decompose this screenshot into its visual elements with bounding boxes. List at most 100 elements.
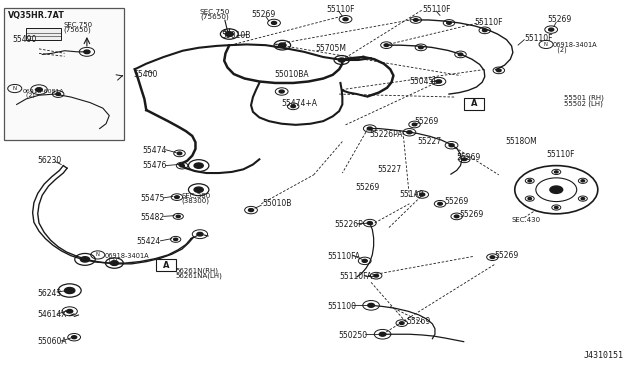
- Circle shape: [36, 88, 42, 92]
- Circle shape: [368, 304, 374, 307]
- Circle shape: [447, 22, 451, 24]
- Text: (2): (2): [22, 93, 35, 99]
- Circle shape: [72, 336, 77, 339]
- Circle shape: [56, 93, 60, 96]
- Text: N: N: [543, 42, 547, 47]
- Circle shape: [339, 58, 345, 62]
- FancyBboxPatch shape: [26, 28, 61, 39]
- Text: 55424: 55424: [137, 237, 161, 246]
- Circle shape: [462, 158, 467, 161]
- FancyBboxPatch shape: [464, 98, 484, 110]
- Text: 55269: 55269: [494, 251, 518, 260]
- Text: 06918-6081A: 06918-6081A: [22, 89, 64, 94]
- Text: (38300): (38300): [181, 198, 209, 205]
- Text: SEC.750: SEC.750: [63, 22, 92, 28]
- Text: 55226P: 55226P: [335, 220, 364, 229]
- Circle shape: [67, 310, 73, 313]
- Circle shape: [84, 50, 90, 54]
- Circle shape: [367, 127, 372, 130]
- Circle shape: [225, 32, 234, 36]
- Text: 56230: 56230: [37, 156, 61, 165]
- Text: 551A0: 551A0: [400, 190, 424, 199]
- Text: 55269: 55269: [457, 153, 481, 161]
- Circle shape: [581, 198, 584, 200]
- Text: 55110FA: 55110FA: [339, 272, 372, 280]
- Text: VQ35HR.7AT: VQ35HR.7AT: [8, 11, 65, 20]
- Text: 55475: 55475: [140, 194, 164, 203]
- Circle shape: [194, 163, 204, 168]
- Circle shape: [177, 152, 182, 155]
- Text: 55482: 55482: [140, 213, 164, 222]
- Text: (75650): (75650): [200, 13, 228, 20]
- Text: 56243: 56243: [37, 289, 61, 298]
- Text: 54614X: 54614X: [37, 311, 67, 320]
- Text: 55110F: 55110F: [422, 6, 451, 15]
- Circle shape: [380, 332, 386, 336]
- Text: 55474+A: 55474+A: [282, 99, 317, 108]
- Text: 55010BA: 55010BA: [274, 70, 308, 79]
- Circle shape: [419, 46, 423, 49]
- Circle shape: [581, 180, 584, 182]
- Text: (75650): (75650): [63, 26, 91, 33]
- Text: (2): (2): [104, 258, 118, 264]
- Text: 55269: 55269: [460, 211, 483, 219]
- Circle shape: [65, 288, 75, 294]
- Text: 55476: 55476: [143, 161, 167, 170]
- Circle shape: [554, 171, 558, 173]
- Text: 55269: 55269: [547, 16, 572, 25]
- Circle shape: [271, 22, 276, 25]
- Circle shape: [436, 80, 442, 83]
- Circle shape: [248, 209, 253, 212]
- Text: 06918-3401A: 06918-3401A: [104, 253, 148, 259]
- Text: 55501 (RH): 55501 (RH): [564, 95, 604, 102]
- Text: J4310151: J4310151: [583, 351, 623, 360]
- Circle shape: [374, 275, 378, 277]
- Circle shape: [407, 131, 412, 134]
- Circle shape: [399, 322, 404, 324]
- Text: 551100: 551100: [328, 302, 356, 311]
- Text: 55110FA: 55110FA: [328, 252, 361, 261]
- Text: 55474: 55474: [143, 145, 167, 154]
- Circle shape: [173, 238, 178, 241]
- Text: 55110F: 55110F: [326, 6, 355, 15]
- Text: 55269: 55269: [251, 10, 275, 19]
- Circle shape: [367, 222, 372, 225]
- Text: 55269: 55269: [444, 198, 468, 206]
- Text: 55269: 55269: [415, 117, 439, 126]
- Circle shape: [458, 53, 463, 56]
- Circle shape: [110, 261, 118, 265]
- Text: 55502 (LH): 55502 (LH): [564, 100, 603, 107]
- Circle shape: [550, 186, 563, 193]
- Text: 550250: 550250: [338, 331, 367, 340]
- Text: 55110F: 55110F: [547, 150, 575, 159]
- Circle shape: [176, 215, 180, 218]
- Text: 5518OM: 5518OM: [505, 137, 537, 147]
- Circle shape: [528, 180, 532, 182]
- Text: 55110F: 55110F: [474, 18, 503, 27]
- Text: 06918-3401A: 06918-3401A: [553, 42, 598, 48]
- Text: SEC.380: SEC.380: [181, 193, 211, 199]
- Circle shape: [180, 164, 184, 167]
- Text: 55060A: 55060A: [37, 337, 67, 346]
- Circle shape: [412, 123, 417, 126]
- Circle shape: [175, 196, 179, 198]
- Text: 55010B: 55010B: [221, 31, 250, 41]
- Circle shape: [490, 256, 495, 259]
- Circle shape: [413, 19, 418, 21]
- Circle shape: [279, 90, 284, 93]
- FancyBboxPatch shape: [4, 8, 124, 140]
- Text: 55269: 55269: [356, 183, 380, 192]
- Circle shape: [291, 105, 296, 108]
- Text: 55705M: 55705M: [315, 44, 346, 52]
- Circle shape: [438, 202, 442, 205]
- Circle shape: [548, 28, 554, 31]
- Circle shape: [278, 43, 286, 47]
- Circle shape: [449, 144, 454, 147]
- Circle shape: [194, 187, 204, 192]
- Circle shape: [362, 259, 367, 262]
- Text: 55226PA: 55226PA: [370, 129, 403, 139]
- Circle shape: [81, 257, 90, 262]
- Text: 56261N(RH): 56261N(RH): [175, 267, 219, 274]
- Circle shape: [454, 215, 459, 218]
- Circle shape: [197, 232, 203, 236]
